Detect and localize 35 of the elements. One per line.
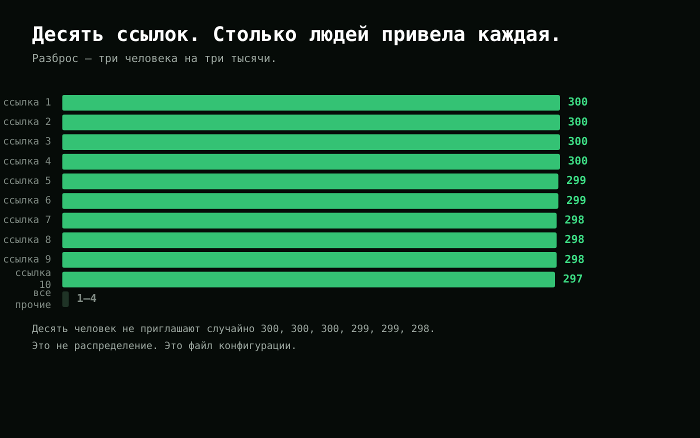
y-tick-label: ссылка 5 — [2, 176, 52, 187]
bar — [62, 272, 556, 288]
y-tick-label: ссылка 8 — [2, 234, 52, 246]
chart-title: Десять ссылок. Столько людей привела каждая. — [32, 22, 562, 46]
data-label: 297 — [563, 272, 583, 286]
text: Десять человек не приглашают случайно 300, 300, 300, 299, 299, 298. — [32, 324, 436, 335]
data-label: 298 — [564, 233, 585, 246]
bar — [62, 291, 69, 308]
y-tick-label: ссылка 6 — [2, 196, 52, 207]
bar — [62, 232, 557, 248]
bar — [62, 134, 560, 150]
bar — [62, 174, 558, 190]
data-label: 300 — [568, 115, 588, 128]
data-label: 298 — [564, 252, 585, 266]
bar — [62, 252, 557, 268]
bar — [62, 193, 558, 209]
chart-subtitle: Разброс — три человека на три тысячи. — [32, 52, 278, 65]
y-tick-label: ссылка 1 — [2, 97, 52, 108]
data-label: 300 — [568, 96, 588, 109]
y-tick-label: ссылка 2 — [2, 117, 52, 128]
data-label: 300 — [568, 134, 588, 148]
bar — [62, 94, 560, 111]
y-tick-label: ссылка 3 — [2, 136, 52, 148]
text: Это не распределение. Это файл конфигурации. — [32, 341, 297, 352]
data-label: 299 — [566, 174, 586, 188]
data-label: 298 — [564, 213, 585, 226]
data-label: 1–4 — [76, 292, 98, 306]
bar — [62, 212, 557, 228]
bar — [62, 154, 560, 170]
data-label: 299 — [566, 194, 586, 207]
bar — [62, 114, 560, 130]
y-tick-label: ссылка 9 — [2, 254, 52, 266]
y-tick-label: ссылка 4 — [2, 156, 52, 168]
y-tick-label: ссылка 7 — [2, 215, 52, 226]
data-label: 300 — [568, 154, 588, 168]
